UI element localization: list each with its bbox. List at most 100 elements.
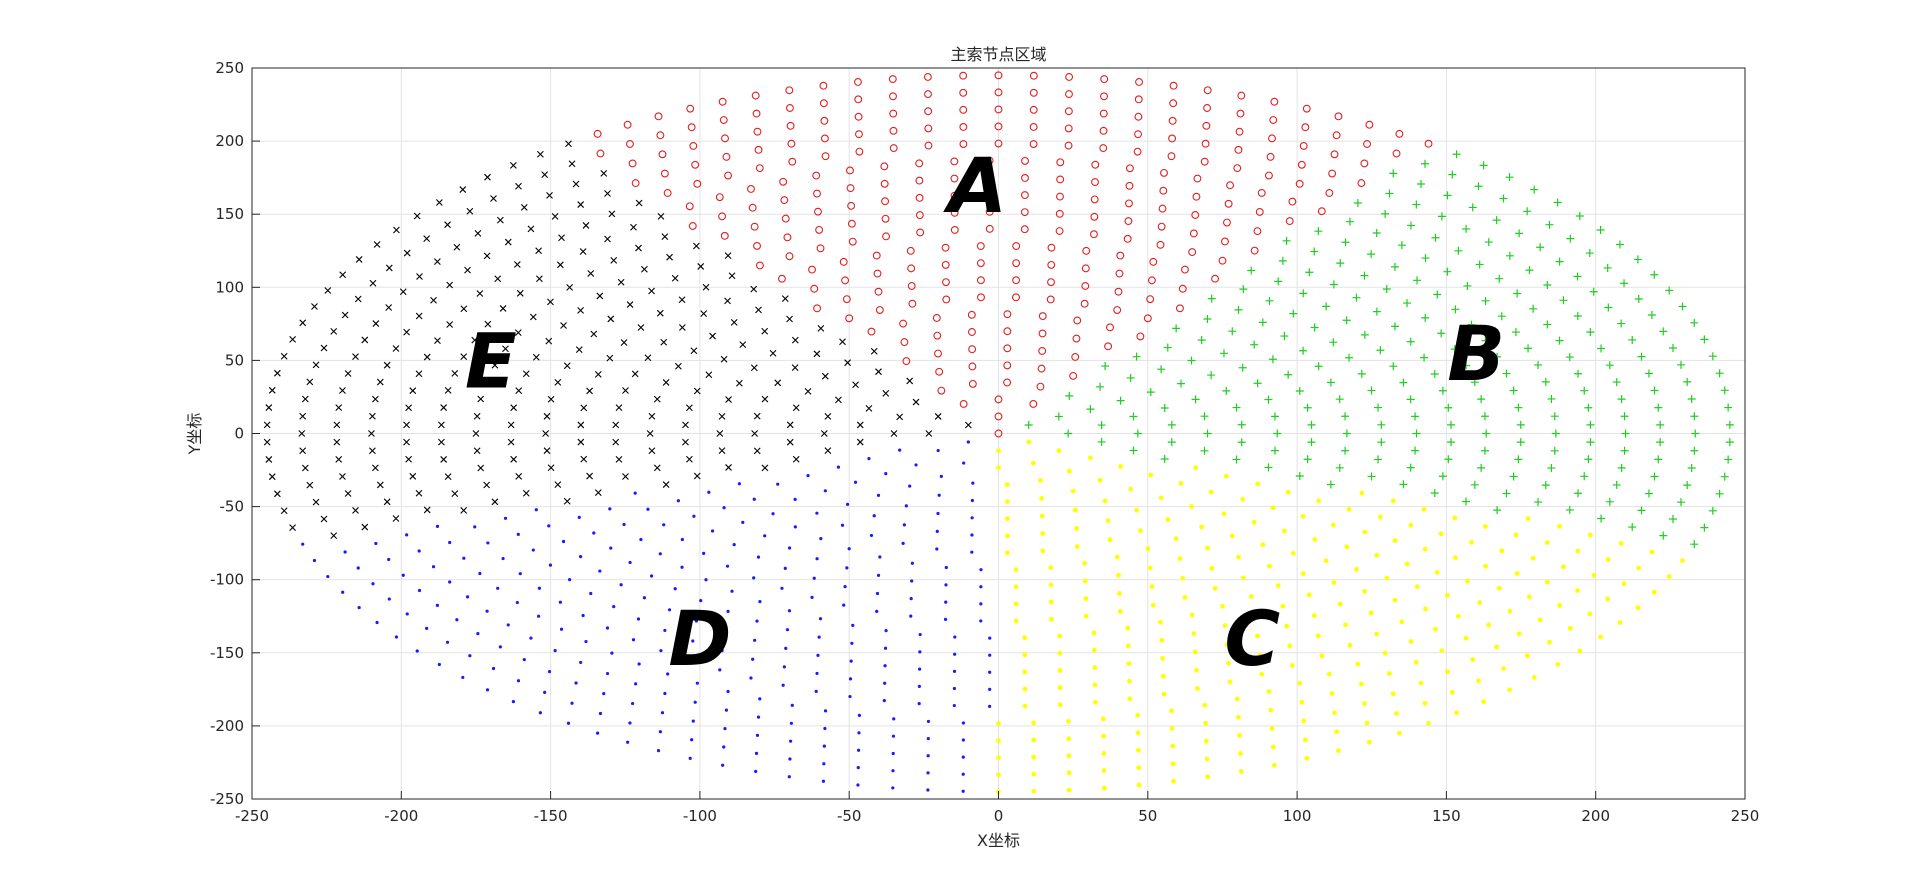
node-point-D <box>755 619 759 623</box>
node-point-E <box>543 412 551 420</box>
node-point-E <box>537 150 544 158</box>
node-point-A <box>1302 104 1311 113</box>
node-point-D <box>663 628 667 633</box>
node-point-A <box>1424 139 1433 148</box>
node-point-D <box>892 717 896 721</box>
node-point-A <box>819 99 828 108</box>
node-point-A <box>976 276 985 285</box>
node-point-A <box>1192 192 1201 201</box>
node-point-E <box>440 404 448 411</box>
node-point-E <box>335 404 343 412</box>
node-point-D <box>726 689 730 694</box>
node-point-B <box>1406 463 1415 472</box>
node-point-E <box>565 140 572 148</box>
node-point-C <box>1269 726 1275 732</box>
node-point-D <box>756 715 761 719</box>
node-point-D <box>688 756 692 760</box>
node-point-A <box>785 86 794 95</box>
node-point-E <box>444 473 452 481</box>
node-point-C <box>1004 499 1010 504</box>
node-point-A <box>1123 234 1132 243</box>
node-point-B <box>1656 420 1665 429</box>
node-point-E <box>604 235 611 243</box>
node-point-A <box>1100 75 1109 84</box>
node-point-A <box>1224 199 1233 208</box>
node-point-C <box>1404 561 1410 567</box>
node-point-B <box>1268 355 1277 364</box>
node-point-D <box>558 600 562 604</box>
node-point-D <box>543 690 547 694</box>
node-point-E <box>460 305 468 313</box>
node-point-B <box>1314 227 1323 236</box>
node-point-C <box>1319 653 1325 659</box>
node-point-E <box>339 473 346 480</box>
node-point-E <box>761 327 769 335</box>
node-point-A <box>748 203 757 212</box>
node-point-C <box>1240 496 1246 502</box>
node-point-B <box>1451 305 1460 314</box>
node-point-D <box>704 578 708 582</box>
node-point-C <box>1127 696 1133 702</box>
node-point-C <box>1066 770 1072 776</box>
node-point-E <box>473 412 481 420</box>
node-point-A <box>1189 229 1198 238</box>
node-point-E <box>657 212 665 220</box>
node-point-B <box>1690 412 1699 421</box>
node-point-C <box>1421 506 1427 512</box>
node-point-C <box>1331 580 1337 585</box>
node-point-A <box>656 131 665 140</box>
node-point-E <box>477 464 485 472</box>
node-point-D <box>944 583 948 587</box>
node-point-E <box>693 472 701 480</box>
node-point-C <box>1377 514 1383 520</box>
node-point-E <box>301 395 309 403</box>
node-point-E <box>596 292 604 300</box>
node-point-E <box>515 387 523 395</box>
node-point-B <box>1586 420 1595 429</box>
node-point-A <box>899 319 908 328</box>
node-point-A <box>1268 134 1276 143</box>
node-point-D <box>883 681 887 685</box>
node-point-B <box>1725 438 1734 447</box>
node-point-A <box>1090 230 1098 239</box>
node-point-D <box>584 639 588 644</box>
node-point-B <box>1065 391 1074 400</box>
node-point-B <box>1054 412 1063 421</box>
node-point-A <box>1091 178 1099 187</box>
node-point-B <box>1605 497 1614 506</box>
node-point-E <box>604 190 611 197</box>
node-point-D <box>752 497 756 501</box>
node-point-A <box>1201 139 1210 148</box>
node-point-B <box>1282 236 1291 245</box>
node-point-A <box>1149 257 1158 266</box>
node-point-C <box>1070 488 1076 494</box>
node-point-E <box>856 438 864 446</box>
node-point-E <box>306 378 314 386</box>
node-point-C <box>1537 617 1543 623</box>
node-point-B <box>1160 403 1169 412</box>
node-point-A <box>847 201 856 210</box>
node-point-D <box>971 481 975 485</box>
node-point-E <box>333 438 341 446</box>
node-point-A <box>1072 334 1081 343</box>
node-point-B <box>1222 386 1231 395</box>
node-point-D <box>816 653 820 657</box>
node-point-A <box>1065 73 1074 81</box>
node-point-E <box>700 310 708 318</box>
node-point-E <box>556 261 564 269</box>
node-point-D <box>758 599 762 604</box>
node-point-E <box>299 447 307 455</box>
node-point-A <box>867 327 876 336</box>
node-point-E <box>341 311 349 319</box>
node-point-C <box>1057 667 1063 673</box>
node-point-D <box>559 627 564 631</box>
node-point-B <box>1620 446 1629 455</box>
node-point-A <box>907 282 916 290</box>
node-point-E <box>674 362 682 370</box>
node-point-B <box>1665 286 1674 295</box>
node-point-B <box>1303 403 1312 412</box>
node-point-C <box>1374 552 1380 558</box>
node-point-A <box>1226 181 1234 190</box>
node-point-E <box>610 256 618 264</box>
